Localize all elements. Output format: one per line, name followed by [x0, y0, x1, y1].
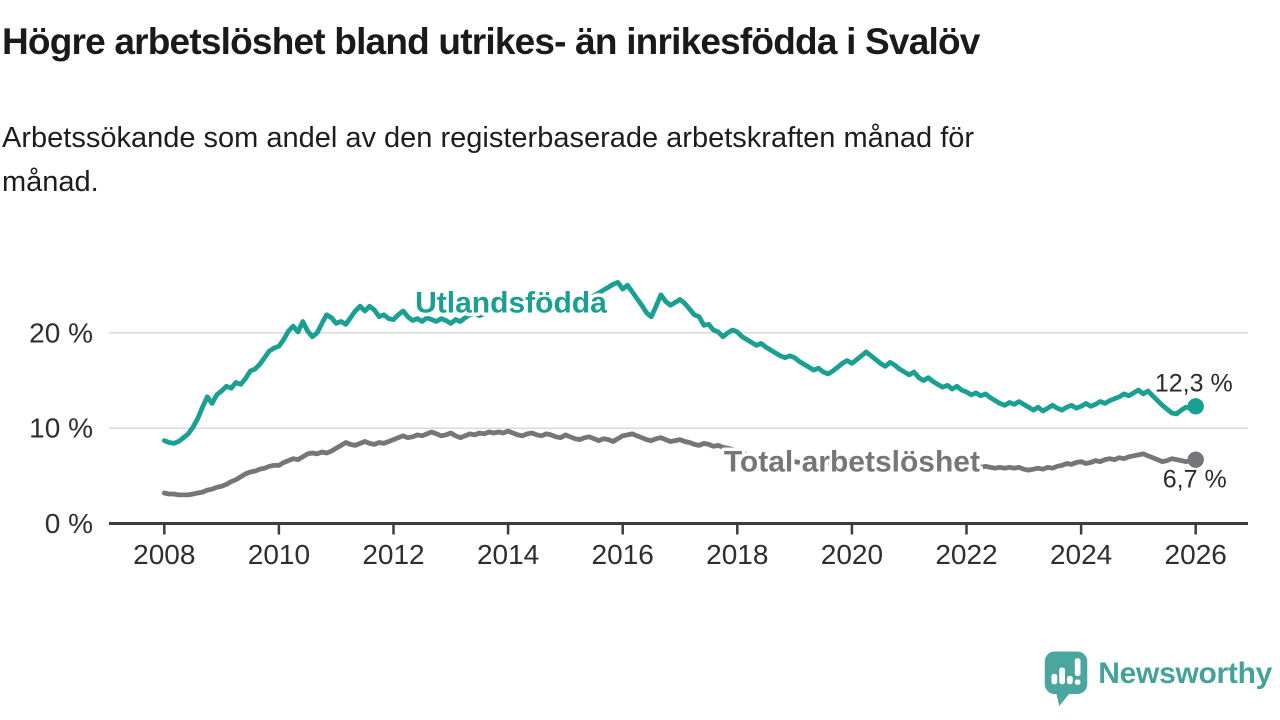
x-axis-label: 2024	[1050, 539, 1112, 570]
x-axis-label: 2022	[935, 539, 997, 570]
x-axis-label: 2016	[592, 539, 654, 570]
chart-title: Högre arbetslöshet bland utrikes- än inr…	[2, 21, 980, 62]
x-axis-label: 2018	[706, 539, 768, 570]
x-axis-label: 2014	[477, 539, 539, 570]
series-line-1	[161, 428, 1199, 498]
x-axis-label: 2008	[133, 539, 195, 570]
y-axis-label: 20 %	[29, 317, 93, 348]
bar-chart-speech-bubble-icon	[1045, 651, 1088, 706]
x-axis-label: 2020	[821, 539, 883, 570]
series-end-value-1: 6,7 %	[1163, 466, 1227, 494]
series-label-1: Total arbetslöshet	[724, 446, 980, 479]
series-end-dot-0	[1187, 398, 1204, 415]
series-line-0	[161, 279, 1199, 446]
newsworthy-logo-text: Newsworthy	[1098, 656, 1272, 690]
series-end-dot-1	[1187, 451, 1204, 468]
series-label-0: Utlandsfödda	[415, 286, 607, 319]
x-axis-label: 2010	[248, 539, 310, 570]
newsworthy-logo: Newsworthy	[1043, 650, 1272, 707]
y-axis-label: 10 %	[29, 413, 93, 444]
chart-subtitle: Arbetssökande som andel av den registerb…	[2, 122, 975, 198]
series-end-value-0: 12,3 %	[1155, 369, 1233, 397]
x-axis-label: 2012	[362, 539, 424, 570]
y-axis-label: 0 %	[45, 508, 93, 539]
x-axis-label: 2026	[1165, 539, 1227, 570]
